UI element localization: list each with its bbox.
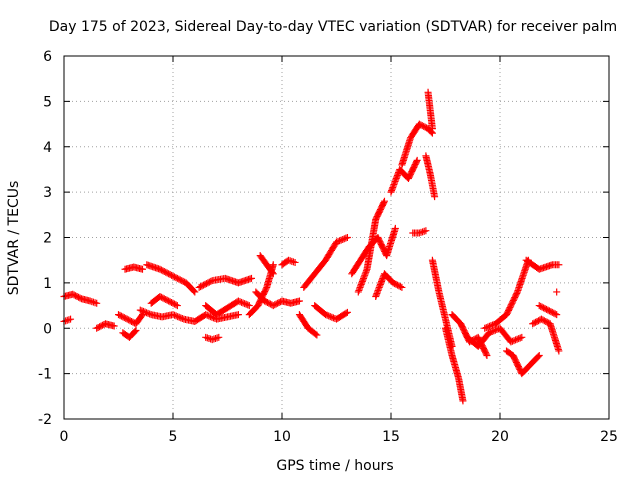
y-tick-label: -2 (38, 412, 52, 428)
x-tick-label: 5 (169, 429, 178, 445)
x-tick-label: 0 (60, 429, 69, 445)
data-points (60, 88, 563, 405)
marker-series-t22 (372, 270, 406, 300)
marker-series-t37 (553, 288, 561, 296)
marker-series-t2 (60, 315, 75, 325)
marker-series-t8 (136, 306, 242, 325)
marker-series-t24 (398, 120, 436, 169)
y-tick-label: -1 (38, 367, 52, 383)
marker-series-t33 (522, 256, 563, 273)
x-tick-label: 15 (382, 429, 400, 445)
x-tick-labels: 0 5 10 15 20 25 (60, 429, 618, 445)
y-tick-label: 0 (43, 321, 52, 337)
marker-series-t5 (121, 263, 146, 273)
marker-series-t12 (202, 297, 253, 319)
marker-series-t25 (424, 88, 436, 133)
y-tick-label: 1 (43, 276, 52, 292)
marker-series-t11 (195, 274, 255, 291)
marker-series-t21 (354, 197, 388, 296)
marker-series-t28 (428, 256, 456, 350)
axis-ticks (63, 55, 610, 420)
x-tick-label: 25 (600, 429, 618, 445)
marker-series-t4 (115, 311, 146, 328)
marker-series-t9 (147, 292, 181, 310)
marker-series-t29 (442, 324, 467, 405)
y-tick-label: 2 (43, 231, 52, 247)
marker-series-t27 (409, 227, 430, 237)
marker-series-t34 (503, 347, 543, 378)
marker-series-t20 (348, 224, 399, 278)
x-axis-label: GPS time / hours (276, 458, 393, 474)
marker-series-t26 (422, 152, 439, 201)
marker-series-t31 (463, 324, 526, 350)
y-axis-label: SDTVAR / TECUs (6, 181, 22, 296)
marker-series-t10 (202, 333, 223, 344)
marker-series-t19 (311, 302, 351, 323)
chart-title: Day 175 of 2023, Sidereal Day-to-day VTE… (49, 19, 617, 35)
marker-series-t18 (300, 234, 351, 291)
x-tick-label: 10 (273, 429, 291, 445)
y-tick-label: 4 (43, 140, 52, 156)
marker-series-t16 (278, 256, 299, 269)
marker-series-t7 (143, 261, 199, 296)
y-tick-labels: -2 -1 0 1 2 3 4 5 6 (38, 49, 52, 428)
x-tick-label: 20 (491, 429, 509, 445)
marker-series-t3 (93, 320, 118, 332)
marker-series-t15 (256, 252, 277, 278)
marker-series-t6 (119, 327, 140, 341)
marker-series-t1 (60, 290, 101, 307)
marker-series-t17 (295, 311, 321, 339)
marker-series-t36 (535, 302, 561, 319)
marker-series-t35 (529, 315, 563, 355)
y-tick-label: 3 (43, 185, 52, 201)
y-tick-label: 6 (43, 49, 52, 65)
marker-series-t14 (252, 288, 303, 310)
marker-series-t23 (387, 156, 421, 196)
y-tick-label: 5 (43, 94, 52, 110)
grid-lines (64, 56, 609, 419)
marker-series-t32 (481, 256, 532, 332)
